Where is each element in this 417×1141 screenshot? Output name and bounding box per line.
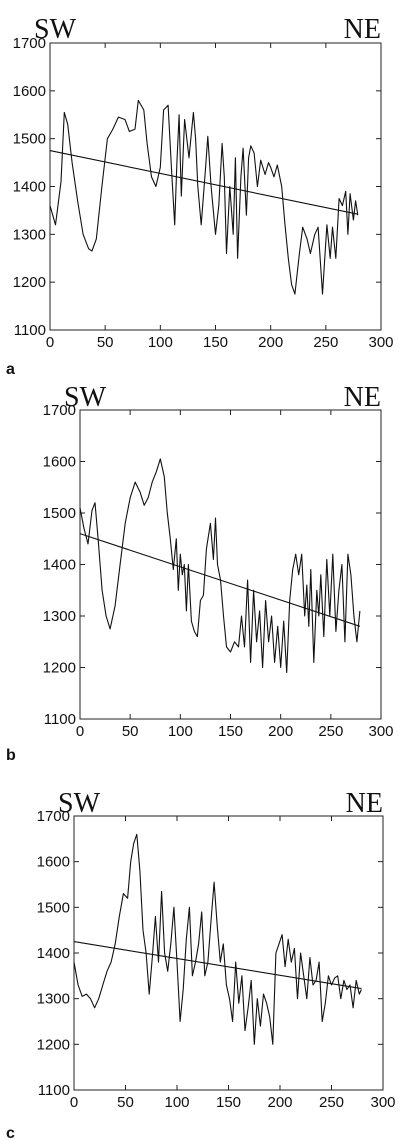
plot-frame (49, 42, 382, 331)
y-tick-label: 1300 (13, 226, 46, 243)
chart-panel-b: SW NE 0 50 100 150 200 250 300 1100 1200 1300 1400 15… (6, 382, 394, 764)
x-tick-label: 100 (168, 723, 193, 740)
direction-label-ne: NE (344, 382, 381, 413)
x-tick-label: 100 (164, 1094, 189, 1111)
y-tick-label: 1400 (43, 557, 76, 574)
trend-line (79, 533, 361, 627)
chart-panel-a: SW NE 0 50 100 150 200 250 300 1100 1200 1300 1400 15… (6, 14, 394, 378)
x-tick-label: 100 (148, 334, 173, 351)
y-tick-label: 1300 (37, 991, 70, 1008)
x-tick-label: 200 (268, 723, 293, 740)
y-tick-label: 1600 (37, 854, 70, 871)
panel-letter: c (6, 1125, 15, 1141)
y-tick-label: 1500 (43, 505, 76, 522)
y-tick-label: 1500 (37, 899, 70, 916)
y-tick-label: 1700 (37, 808, 70, 825)
x-tick-label: 0 (46, 334, 54, 351)
panel-letter: b (6, 747, 16, 764)
y-tick-label: 1100 (38, 1082, 70, 1099)
x-tick-label: 250 (318, 723, 343, 740)
x-tick-label: 300 (370, 1094, 395, 1111)
x-tick-label: 150 (203, 334, 228, 351)
plot-frame (79, 409, 382, 720)
x-tick-label: 250 (319, 1094, 344, 1111)
x-tick-label: 50 (117, 1094, 134, 1111)
y-tick-label: 1300 (43, 608, 76, 625)
y-tick-label: 1600 (43, 454, 76, 471)
chart-panel-c: SW NE 0 50 100 150 200 250 300 1100 1200 1300 1400 15… (6, 788, 396, 1141)
direction-label-ne: NE (344, 14, 381, 45)
y-tick-label: 1400 (13, 179, 46, 196)
x-tick-label: 150 (216, 1094, 241, 1111)
y-tick-label: 1400 (37, 945, 70, 962)
panel-letter: a (6, 361, 15, 378)
x-tick-label: 50 (122, 723, 139, 740)
y-tick-label: 1600 (13, 83, 46, 100)
x-tick-label: 0 (70, 1094, 78, 1111)
x-tick-label: 150 (218, 723, 243, 740)
profile-line (49, 99, 359, 295)
x-tick-label: 200 (267, 1094, 292, 1111)
y-tick-label: 1700 (43, 402, 76, 419)
y-tick-label: 1200 (43, 660, 76, 677)
profile-line (73, 833, 362, 1045)
y-tick-label: 1100 (44, 711, 76, 728)
direction-label-sw: SW (58, 788, 101, 819)
x-tick-label: 250 (313, 334, 338, 351)
y-tick-label: 1100 (14, 322, 46, 339)
y-tick-label: 1700 (13, 35, 46, 52)
y-tick-label: 1500 (13, 131, 46, 148)
y-tick-label: 1200 (13, 274, 46, 291)
direction-label-ne: NE (346, 788, 383, 819)
direction-label-sw: SW (34, 14, 77, 45)
direction-label-sw: SW (64, 382, 107, 413)
x-tick-label: 300 (368, 723, 393, 740)
profile-line (79, 458, 361, 674)
trend-line (73, 941, 362, 990)
y-tick-label: 1200 (37, 1036, 70, 1053)
x-tick-label: 200 (258, 334, 283, 351)
x-tick-label: 50 (97, 334, 114, 351)
x-tick-label: 300 (368, 334, 393, 351)
plot-frame (73, 815, 384, 1091)
trend-line (49, 150, 358, 215)
x-tick-label: 0 (76, 723, 84, 740)
